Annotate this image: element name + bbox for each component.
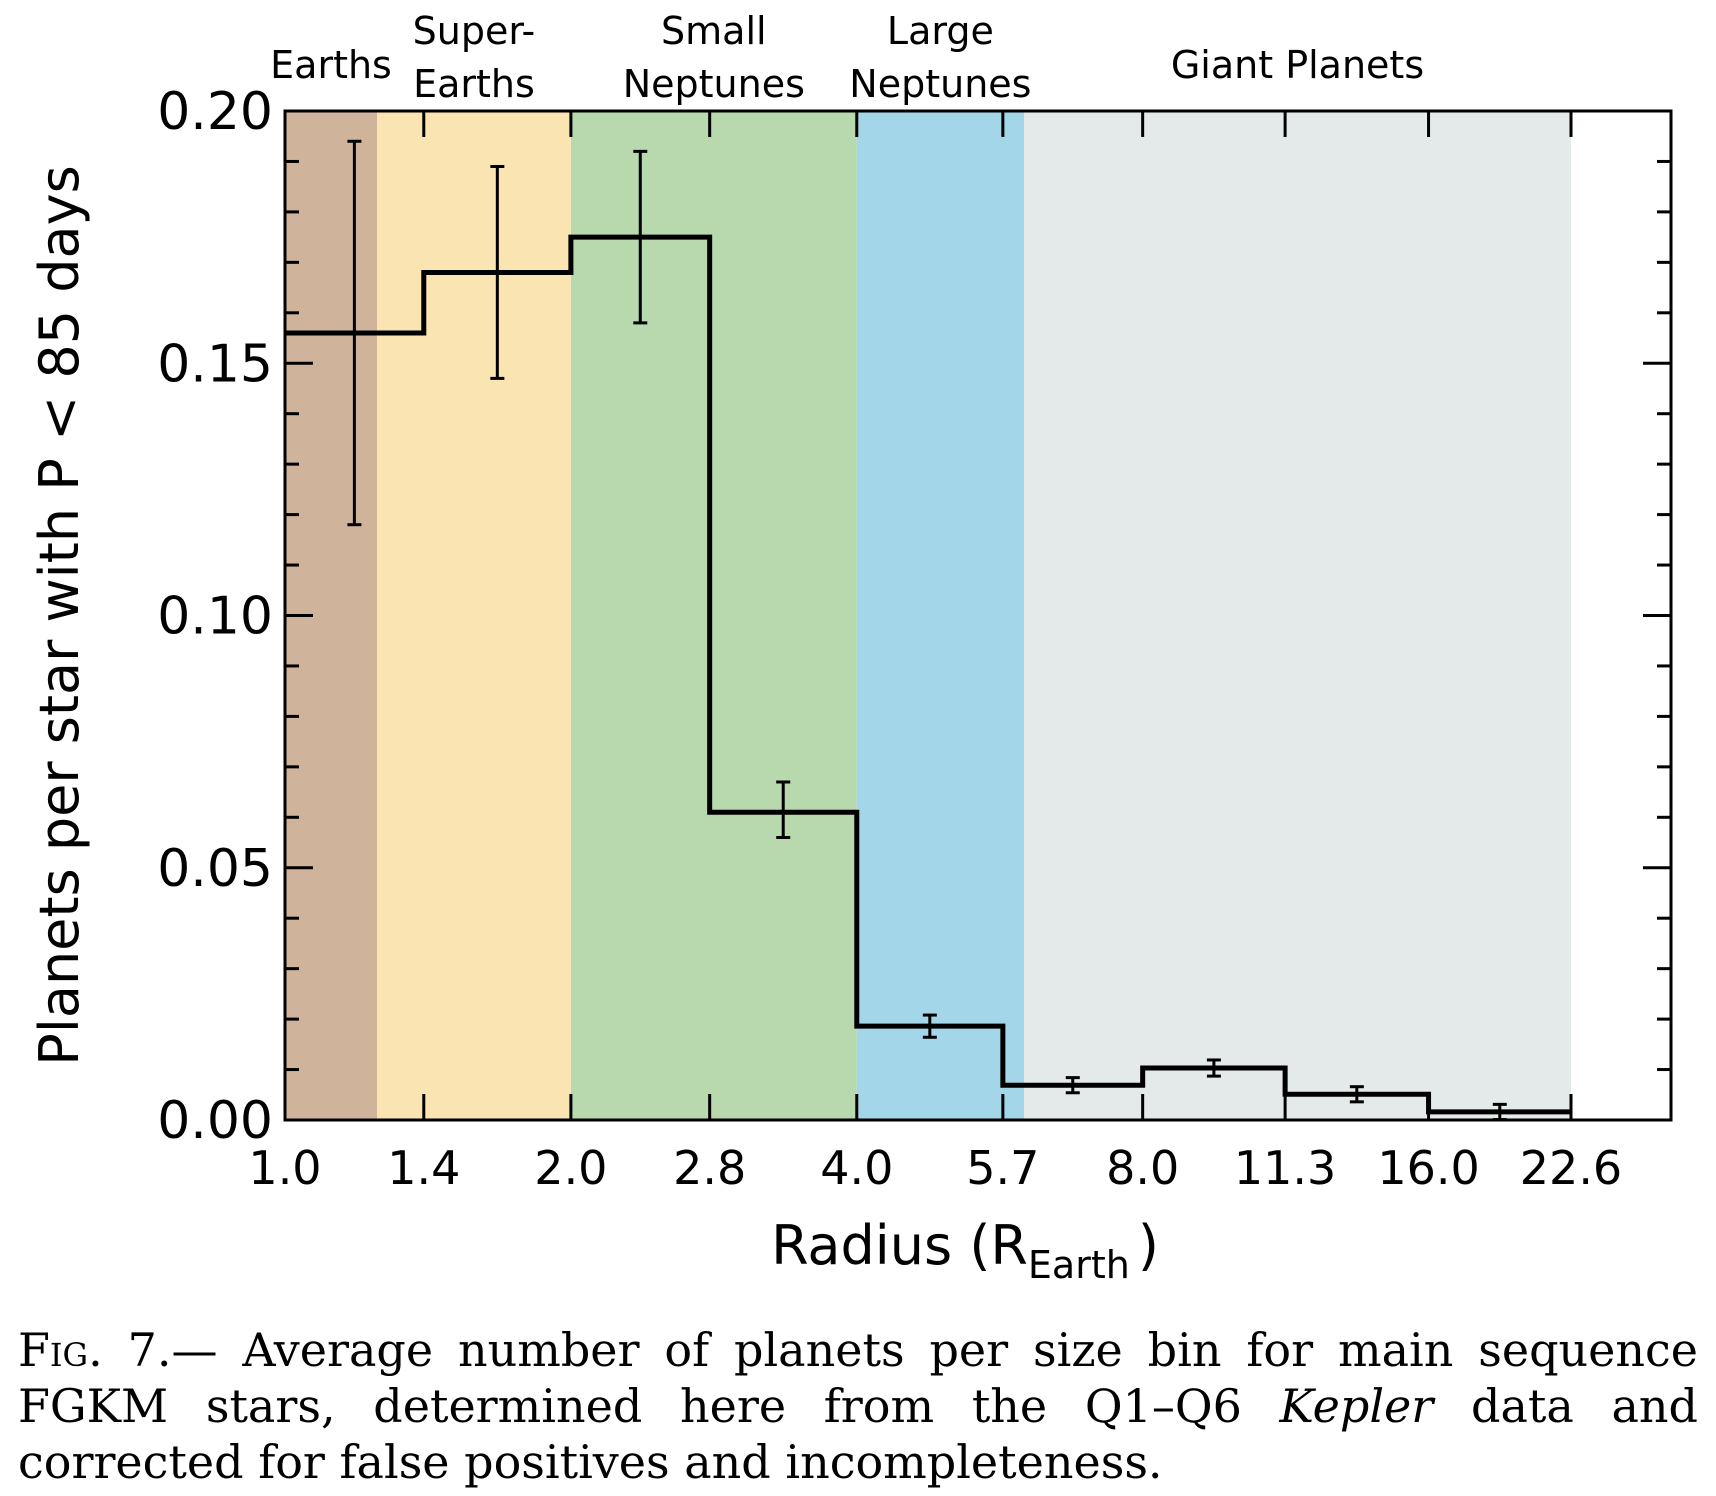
caption-emphasis: Kepler xyxy=(1279,1379,1434,1433)
region-band-4 xyxy=(1024,111,1571,1120)
y-ticks: 0.00 0.05 0.10 0.15 0.20 xyxy=(157,82,1671,1151)
x-tick-label-4: 4.0 xyxy=(820,1141,893,1195)
x-axis-title-main: Radius (R xyxy=(771,1214,1028,1277)
region-band-3 xyxy=(856,111,1025,1120)
size-regions xyxy=(285,111,1571,1120)
region-label-3-0: Large xyxy=(887,9,994,53)
x-tick-label-1: 1.4 xyxy=(387,1141,460,1195)
figure-caption: Fig. 7.— Average number of planets per s… xyxy=(18,1322,1698,1490)
error-bar-7 xyxy=(1349,1085,1364,1104)
x-tick-label-8: 16.0 xyxy=(1377,1141,1479,1195)
error-bar-6 xyxy=(1206,1058,1221,1078)
region-label-2-0: Small xyxy=(661,9,767,53)
caption-text-2: data and corrected for false positives a… xyxy=(18,1379,1698,1489)
error-bar-3 xyxy=(776,780,791,839)
error-bar-4 xyxy=(922,1013,937,1039)
x-tick-label-0: 1.0 xyxy=(248,1141,321,1195)
error-bar-2 xyxy=(633,149,648,325)
chart: Earths Super- Earths Small Neptunes Large Nept… xyxy=(28,9,1673,1287)
x-tick-label-9: 22.6 xyxy=(1520,1141,1622,1195)
y-tick-label-4: 0.20 xyxy=(157,82,273,142)
error-bar-1 xyxy=(490,164,505,380)
y-tick-label-3: 0.15 xyxy=(157,334,273,394)
x-tick-label-2: 2.0 xyxy=(534,1141,607,1195)
error-bar-0 xyxy=(347,139,362,527)
region-label-2-1: Neptunes xyxy=(623,62,805,106)
x-tick-label-6: 8.0 xyxy=(1106,1141,1179,1195)
region-label-0-0: Earths xyxy=(270,43,392,87)
region-label-3-1: Neptunes xyxy=(849,62,1031,106)
x-tick-label-7: 11.3 xyxy=(1234,1141,1336,1195)
region-label-1-1: Earths xyxy=(413,62,535,106)
region-label-4-0: Giant Planets xyxy=(1171,43,1424,87)
y-axis-title: Planets per star with P < 85 days xyxy=(28,165,91,1065)
y-tick-label-0: 0.00 xyxy=(157,1091,273,1151)
figure-label: Fig. 7. xyxy=(18,1323,172,1377)
y-tick-label-1: 0.05 xyxy=(157,839,273,899)
x-ticks: 1.0 1.4 2.0 2.8 4.0 5.7 8.0 11.3 16.0 22.6 xyxy=(248,111,1622,1195)
plot-frame xyxy=(283,109,1673,1122)
region-band-2 xyxy=(570,111,857,1120)
region-band-1 xyxy=(377,111,571,1120)
x-axis-title-sub: Earth xyxy=(1028,1243,1130,1287)
region-labels: Earths Super- Earths Small Neptunes Large Nept… xyxy=(270,9,1424,106)
x-tick-label-5: 5.7 xyxy=(966,1141,1039,1195)
x-axis-title-close: ) xyxy=(1138,1214,1159,1277)
x-axis-title: Radius (REarth) xyxy=(771,1214,1159,1287)
error-bar-5 xyxy=(1065,1076,1080,1095)
region-label-1-0: Super- xyxy=(413,9,536,53)
x-tick-label-3: 2.8 xyxy=(673,1141,746,1195)
y-tick-label-2: 0.10 xyxy=(157,587,273,647)
caption-text-1: — Average number of planets per size bin… xyxy=(18,1323,1698,1433)
